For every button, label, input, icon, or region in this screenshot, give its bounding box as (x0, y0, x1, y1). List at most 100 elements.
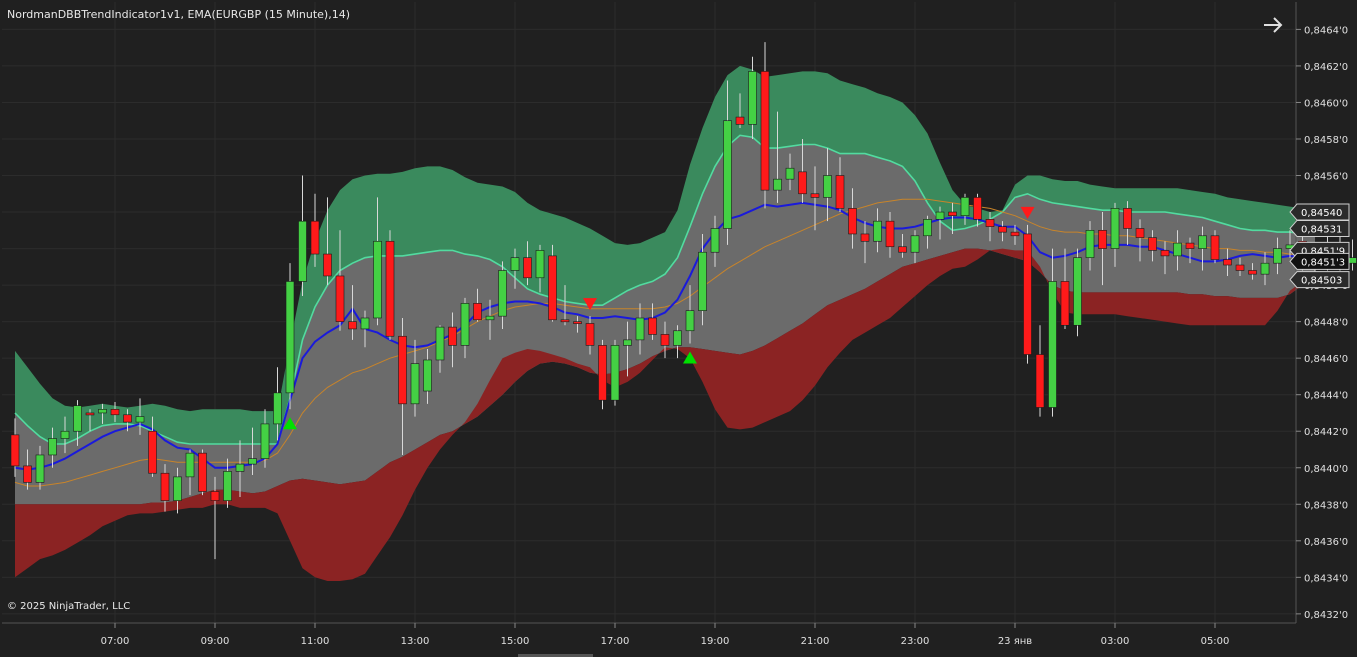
bear-candle-body (660, 334, 670, 346)
candle (573, 316, 582, 333)
candle (10, 418, 20, 477)
candle (60, 416, 70, 454)
y-tick-label: 0,8448'0 (1304, 318, 1348, 329)
bull-candle-body (1198, 235, 1207, 249)
bear-candle-body (885, 220, 895, 248)
bear-candle-body (123, 414, 132, 423)
horizontal-scrollbar[interactable] (518, 654, 593, 657)
candle (485, 299, 495, 340)
bear-candle-body (385, 240, 395, 337)
y-tick-label: 0,8458'0 (1304, 135, 1348, 146)
candle (1198, 226, 1207, 271)
candle (1023, 224, 1032, 364)
bull-candle-body (173, 476, 182, 501)
bull-candle-body (910, 235, 920, 253)
candle (635, 303, 645, 355)
bull-candle-body (623, 339, 632, 346)
bull-candle-body (935, 211, 945, 220)
candle (798, 138, 807, 203)
candle (1085, 221, 1095, 271)
bull-candle-body (373, 240, 382, 319)
upper-band-line (14, 134, 1316, 445)
bull-candle-body (510, 257, 520, 271)
candle (110, 401, 120, 423)
price-flag-box (1289, 271, 1350, 289)
candle (498, 261, 507, 329)
bull-candle-body (1110, 208, 1120, 249)
bull-candle-body (73, 405, 82, 432)
candle (835, 157, 845, 213)
candle (173, 467, 182, 514)
bull-candle-body (223, 471, 232, 501)
price-flag-box (1289, 203, 1350, 221)
candle (910, 230, 920, 264)
x-tick-label: 13:00 (401, 636, 430, 647)
bull-candle-body (698, 251, 707, 311)
bull-candle-body (748, 71, 757, 125)
bear-candle-body (848, 208, 857, 235)
candle (1173, 230, 1182, 271)
arrow-right-icon[interactable] (1261, 13, 1285, 37)
candle (185, 449, 195, 496)
x-tick-label: 09:00 (201, 636, 230, 647)
candle (223, 458, 232, 508)
candle (385, 230, 395, 340)
candle (610, 339, 620, 406)
bull-candle-body (248, 458, 257, 465)
candle (348, 285, 357, 340)
bear-candle-body (473, 303, 482, 321)
y-tick-label: 0,8438'0 (1304, 500, 1348, 511)
bear-candle-body (1210, 235, 1220, 260)
candle (535, 244, 545, 293)
candle (810, 166, 820, 231)
candle (1110, 202, 1120, 267)
y-tick-label: 0,8460'0 (1304, 98, 1348, 109)
upper-band-zone (15, 65, 1315, 445)
candle (273, 367, 282, 441)
bear-candle-body (998, 226, 1007, 233)
x-tick-label: 11:00 (301, 636, 330, 647)
bear-candle-body (560, 319, 570, 323)
y-tick-label: 0,8444'0 (1304, 391, 1348, 402)
candle (948, 202, 957, 234)
candle (923, 215, 932, 249)
candle (760, 42, 770, 209)
bear-candle-body (398, 335, 407, 405)
candle (1273, 237, 1282, 275)
candle (960, 193, 970, 225)
candle (1148, 230, 1157, 262)
bull-candle-body (685, 310, 695, 332)
candle (398, 317, 407, 455)
bull-candle-body (360, 317, 370, 330)
bear-candle-body (310, 220, 320, 255)
bear-candle-body (1023, 233, 1032, 355)
bull-candle-body (785, 167, 795, 180)
candle (898, 233, 907, 258)
candle (973, 193, 982, 227)
bull-candle-body (873, 220, 882, 242)
bull-candle-body (723, 120, 732, 229)
candle (873, 208, 882, 253)
bear-candle-body (810, 193, 820, 198)
candle (310, 193, 320, 267)
bull-candle-body (298, 220, 307, 282)
candle (710, 215, 720, 267)
bear-candle-body (835, 175, 845, 209)
bear-candle-body (448, 326, 457, 346)
bear-candle-body (898, 246, 907, 253)
sell-signal-triangle (1020, 206, 1035, 219)
candle (1348, 239, 1357, 271)
bear-candle-body (1223, 259, 1232, 266)
candle (410, 339, 420, 417)
candle (698, 233, 707, 326)
signals (283, 206, 1035, 430)
bull-candle-body (1348, 257, 1357, 264)
bear-candle-body (348, 321, 357, 330)
bull-candle-body (35, 454, 45, 483)
bull-candle-body (410, 363, 420, 405)
bear-candle-body (85, 412, 95, 416)
bull-candle-body (710, 228, 720, 253)
price-flag-label: 0,8451'9 (1301, 246, 1345, 257)
candle (135, 398, 145, 435)
